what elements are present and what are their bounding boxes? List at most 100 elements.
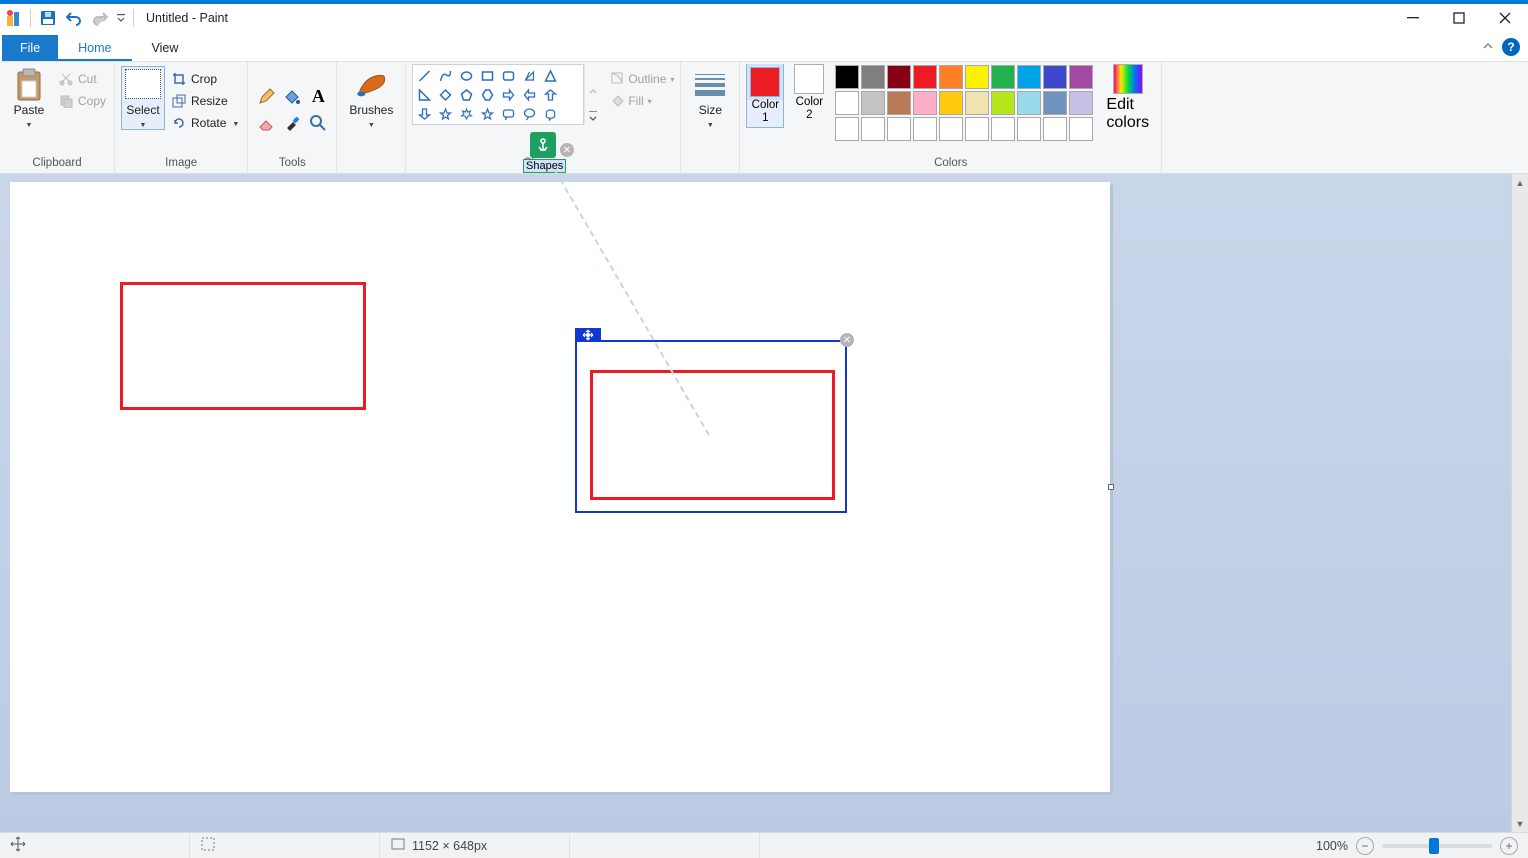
palette-swatch[interactable] (1017, 91, 1041, 115)
color2-button[interactable]: Color 2 (790, 64, 828, 122)
palette-swatch[interactable] (991, 65, 1015, 89)
eraser-tool[interactable] (254, 111, 278, 135)
crop-icon (171, 71, 187, 87)
group-clipboard: Paste ▼ Cut Copy Clipboard (0, 62, 115, 173)
redo-icon[interactable] (89, 7, 111, 29)
color2-label: Color 2 (796, 96, 823, 122)
picker-tool[interactable] (280, 111, 304, 135)
outline-button[interactable]: Outline ▾ (610, 68, 674, 90)
selection-box[interactable]: ✕ (575, 340, 847, 513)
palette-swatch[interactable] (835, 91, 859, 115)
zoom-slider[interactable] (1382, 844, 1492, 848)
tab-view[interactable]: View (132, 35, 199, 61)
canvas-resize-handle[interactable] (1108, 484, 1114, 490)
palette-swatch[interactable] (1017, 65, 1041, 89)
outline-label: Outline (628, 72, 666, 86)
crop-label: Crop (191, 72, 217, 86)
brushes-label: Brushes (349, 104, 393, 118)
palette-swatch[interactable] (1069, 65, 1093, 89)
collapse-ribbon-icon[interactable] (1482, 40, 1494, 55)
color1-swatch (750, 67, 780, 97)
shapes-more-button[interactable] (584, 64, 600, 125)
zoom-out-button[interactable]: − (1356, 837, 1374, 855)
palette-swatch[interactable] (1069, 91, 1093, 115)
palette-swatch-empty[interactable] (965, 117, 989, 141)
palette-swatch[interactable] (965, 91, 989, 115)
magnifier-tool[interactable] (306, 111, 330, 135)
color-palette (834, 64, 1094, 142)
palette-swatch[interactable] (887, 65, 911, 89)
app-icon (6, 9, 24, 27)
fill-tool[interactable] (280, 85, 304, 109)
rotate-label: Rotate (191, 116, 226, 130)
vertical-scrollbar[interactable]: ▲ ▼ (1511, 174, 1528, 832)
zoom-in-button[interactable]: + (1500, 837, 1518, 855)
text-tool[interactable]: A (306, 85, 330, 109)
close-button[interactable] (1482, 4, 1528, 32)
scroll-down-icon[interactable]: ▼ (1512, 815, 1528, 832)
resize-button[interactable]: Resize (169, 90, 241, 112)
size-label: Size (699, 104, 722, 118)
brushes-button[interactable]: Brushes ▼ (343, 64, 399, 129)
color1-button[interactable]: Color 1 (746, 64, 784, 128)
anchor-close-icon[interactable]: ✕ (560, 143, 574, 157)
palette-swatch-empty[interactable] (913, 117, 937, 141)
palette-swatch-empty[interactable] (887, 117, 911, 141)
cursor-position-cell (0, 833, 190, 858)
shapes-gallery[interactable] (412, 64, 584, 125)
palette-swatch-empty[interactable] (991, 117, 1015, 141)
minimize-button[interactable] (1390, 4, 1436, 32)
selection-close-icon[interactable]: ✕ (840, 333, 854, 347)
palette-swatch-empty[interactable] (861, 117, 885, 141)
window-title: Untitled - Paint (146, 11, 228, 25)
palette-swatch[interactable] (887, 91, 911, 115)
canvas[interactable]: ✕ (10, 182, 1110, 792)
pencil-tool[interactable] (254, 85, 278, 109)
palette-swatch-empty[interactable] (835, 117, 859, 141)
palette-swatch[interactable] (913, 91, 937, 115)
palette-swatch[interactable] (965, 65, 989, 89)
file-tab[interactable]: File (2, 35, 58, 61)
qat-customize-icon[interactable] (115, 7, 127, 29)
chevron-down-icon: ▼ (707, 122, 714, 129)
spacer (687, 155, 733, 173)
scroll-up-icon[interactable]: ▲ (1512, 174, 1528, 191)
palette-swatch[interactable] (1043, 91, 1067, 115)
tab-home[interactable]: Home (58, 35, 131, 61)
maximize-button[interactable] (1436, 4, 1482, 32)
edit-colors-icon (1113, 64, 1143, 94)
palette-swatch-empty[interactable] (939, 117, 963, 141)
crop-button[interactable]: Crop (169, 68, 241, 90)
anchor-badge[interactable] (530, 132, 556, 158)
size-button[interactable]: Size ▼ (687, 64, 733, 129)
selection-size-cell (190, 833, 380, 858)
palette-swatch-empty[interactable] (1043, 117, 1067, 141)
edit-colors-button[interactable]: Edit colors (1100, 64, 1155, 132)
help-icon[interactable]: ? (1502, 38, 1520, 56)
palette-swatch[interactable] (939, 65, 963, 89)
palette-swatch[interactable] (861, 65, 885, 89)
palette-swatch-empty[interactable] (1069, 117, 1093, 141)
resize-icon (171, 93, 187, 109)
select-button[interactable]: Select ▼ (121, 66, 165, 130)
palette-swatch-empty[interactable] (1017, 117, 1041, 141)
cut-button[interactable]: Cut (56, 68, 108, 90)
palette-swatch[interactable] (861, 91, 885, 115)
selection-move-handle[interactable] (575, 328, 601, 342)
canvas-size-icon (390, 836, 406, 855)
rotate-button[interactable]: Rotate ▼ (169, 112, 241, 134)
canvas-size-cell: 1152 × 648px (380, 833, 570, 858)
fill-button[interactable]: Fill ▾ (610, 90, 674, 112)
paste-button[interactable]: Paste ▼ (6, 64, 52, 129)
palette-swatch[interactable] (1043, 65, 1067, 89)
zoom-value: 100% (1316, 839, 1348, 853)
chevron-down-icon: ▾ (648, 97, 652, 106)
palette-swatch[interactable] (913, 65, 937, 89)
palette-swatch[interactable] (835, 65, 859, 89)
save-icon[interactable] (37, 7, 59, 29)
palette-swatch[interactable] (991, 91, 1015, 115)
copy-button[interactable]: Copy (56, 90, 108, 112)
zoom-thumb[interactable] (1429, 838, 1439, 854)
palette-swatch[interactable] (939, 91, 963, 115)
undo-icon[interactable] (63, 7, 85, 29)
